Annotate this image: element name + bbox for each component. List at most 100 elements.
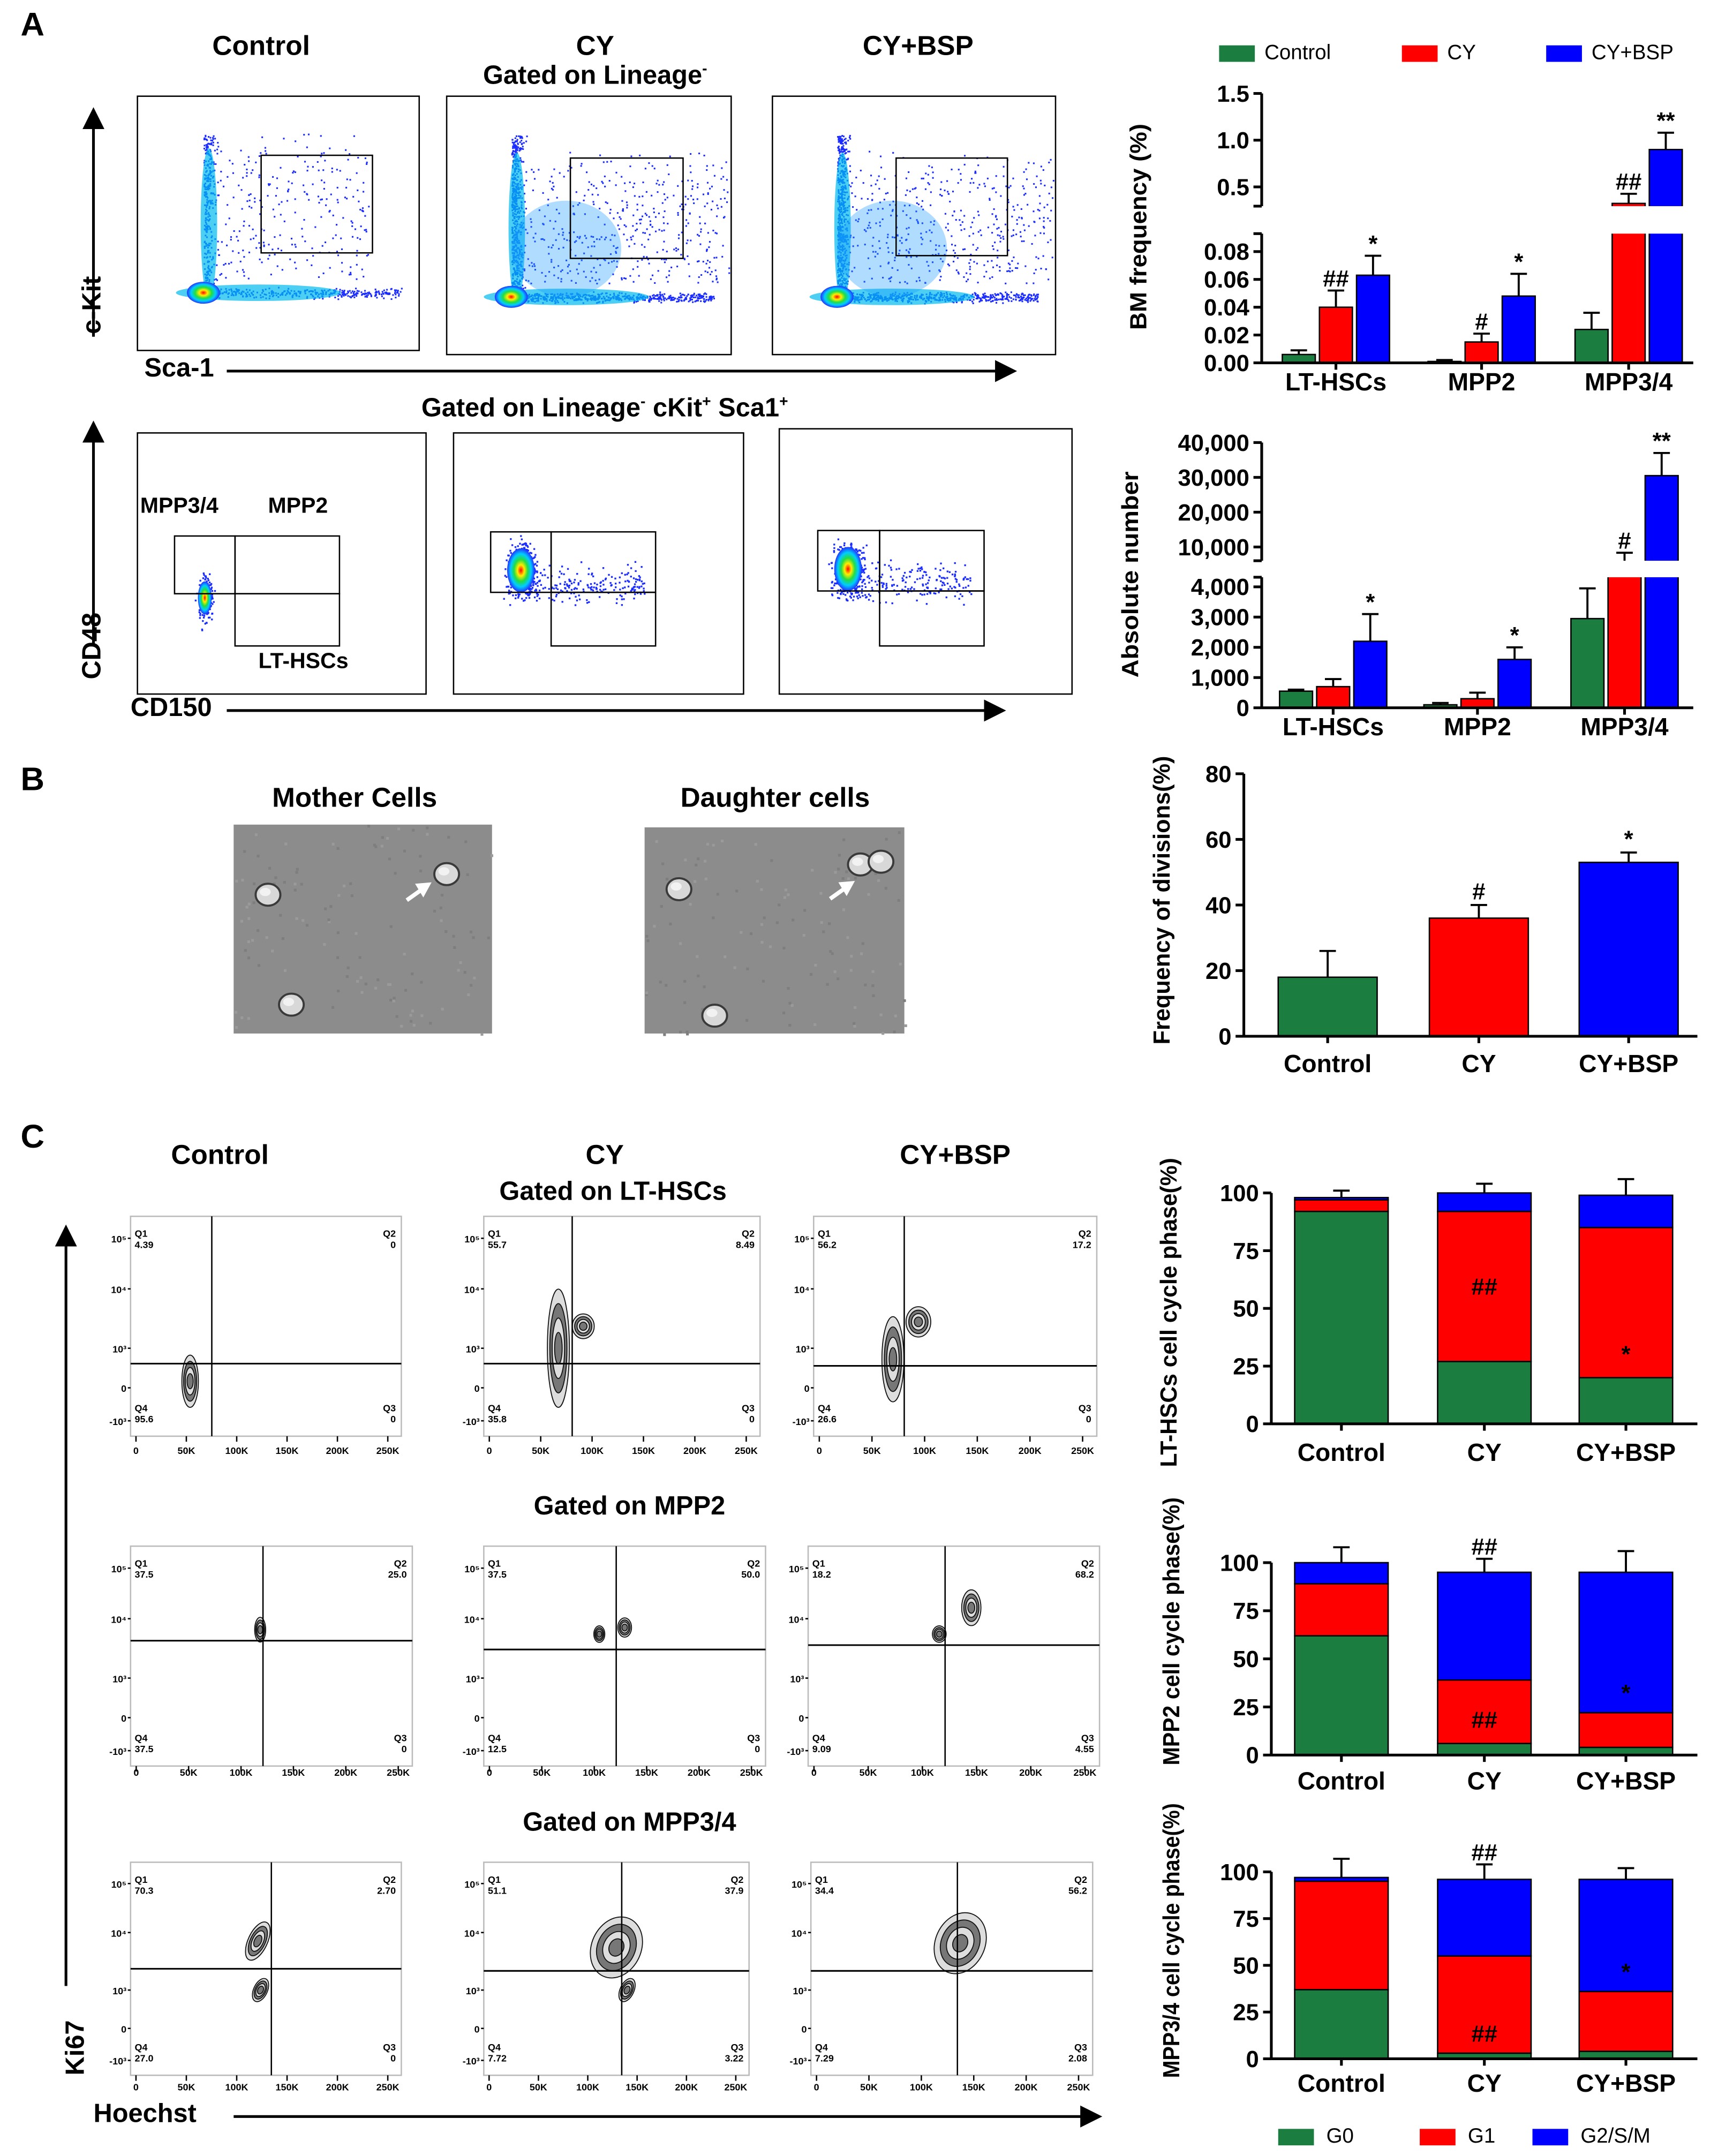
event-dot xyxy=(593,582,596,584)
event-dot xyxy=(638,579,641,582)
event-dot xyxy=(304,240,306,243)
event-dot xyxy=(641,244,643,246)
event-dot xyxy=(593,203,595,206)
event-dot xyxy=(370,294,372,296)
event-dot xyxy=(658,212,660,215)
event-dot xyxy=(570,582,573,585)
event-dot xyxy=(211,594,214,596)
event-dot xyxy=(263,229,265,231)
event-dot xyxy=(507,554,509,556)
event-dot xyxy=(541,238,544,240)
event-dot xyxy=(944,584,946,586)
event-dot xyxy=(1004,298,1006,300)
event-dot xyxy=(621,200,623,202)
event-dot xyxy=(848,275,850,277)
event-dot xyxy=(995,301,998,304)
event-dot xyxy=(593,240,596,243)
event-dot xyxy=(259,247,261,249)
event-dot xyxy=(349,296,351,298)
event-dot xyxy=(847,150,849,153)
event-dot xyxy=(991,276,993,278)
event-dot xyxy=(699,222,701,224)
event-dot xyxy=(932,177,934,179)
event-dot xyxy=(260,152,262,154)
event-dot xyxy=(726,179,728,181)
event-dot xyxy=(1015,293,1018,295)
event-dot xyxy=(958,583,960,585)
event-dot xyxy=(700,300,702,302)
event-dot xyxy=(303,184,305,186)
event-dot xyxy=(595,272,597,274)
event-dot xyxy=(227,204,229,206)
event-dot xyxy=(248,206,251,208)
event-dot xyxy=(272,176,274,178)
event-dot xyxy=(288,180,290,183)
event-dot xyxy=(990,297,992,299)
event-dot xyxy=(529,265,531,267)
event-dot xyxy=(212,141,214,144)
event-dot xyxy=(975,297,977,299)
lks-gate xyxy=(569,157,684,259)
event-dot xyxy=(675,250,677,252)
event-dot xyxy=(940,258,942,260)
event-dot xyxy=(1039,179,1042,182)
event-dot xyxy=(336,199,338,201)
event-dot xyxy=(568,263,570,266)
event-dot xyxy=(688,275,690,277)
event-dot xyxy=(630,567,632,569)
event-dot xyxy=(555,587,557,589)
event-dot xyxy=(713,257,715,259)
event-dot xyxy=(532,584,534,586)
event-dot xyxy=(613,260,615,262)
event-dot xyxy=(685,225,687,227)
event-dot xyxy=(720,198,722,200)
event-dot xyxy=(971,221,974,223)
event-dot xyxy=(949,585,951,587)
event-dot xyxy=(287,200,289,202)
event-dot xyxy=(676,298,679,300)
event-dot xyxy=(872,237,875,239)
event-dot xyxy=(217,146,220,148)
event-dot xyxy=(509,604,511,606)
event-dot xyxy=(294,198,296,200)
event-dot xyxy=(634,195,636,197)
event-dot xyxy=(658,184,660,186)
event-dot xyxy=(521,140,523,142)
event-dot xyxy=(978,300,981,303)
event-dot xyxy=(955,579,958,581)
event-dot xyxy=(689,298,691,300)
event-dot xyxy=(1044,184,1046,186)
event-dot xyxy=(615,252,617,254)
event-dot xyxy=(529,593,531,595)
event-dot xyxy=(347,290,349,292)
event-dot xyxy=(649,296,651,298)
event-dot xyxy=(632,186,634,189)
event-dot xyxy=(553,599,555,602)
event-dot xyxy=(892,152,894,154)
event-dot xyxy=(337,201,339,203)
event-dot xyxy=(534,590,536,592)
event-dot xyxy=(274,253,276,255)
event-dot xyxy=(515,140,517,142)
event-dot xyxy=(1005,291,1007,293)
event-dot xyxy=(323,182,326,184)
event-dot xyxy=(994,216,997,218)
event-dot xyxy=(392,294,394,296)
event-dot xyxy=(560,270,562,273)
event-dot xyxy=(951,235,953,237)
event-dot xyxy=(685,298,688,300)
event-dot xyxy=(663,229,665,231)
event-dot xyxy=(311,264,313,266)
event-dot xyxy=(351,290,353,292)
event-dot xyxy=(277,247,280,250)
event-dot xyxy=(598,278,600,281)
event-dot xyxy=(724,198,726,200)
event-dot xyxy=(963,215,966,217)
event-dot xyxy=(638,586,641,588)
event-dot xyxy=(908,205,910,207)
event-dot xyxy=(630,155,632,157)
event-dot xyxy=(567,266,569,268)
lks-gate xyxy=(895,157,1008,257)
event-dot xyxy=(651,165,653,167)
event-dot xyxy=(958,273,960,275)
